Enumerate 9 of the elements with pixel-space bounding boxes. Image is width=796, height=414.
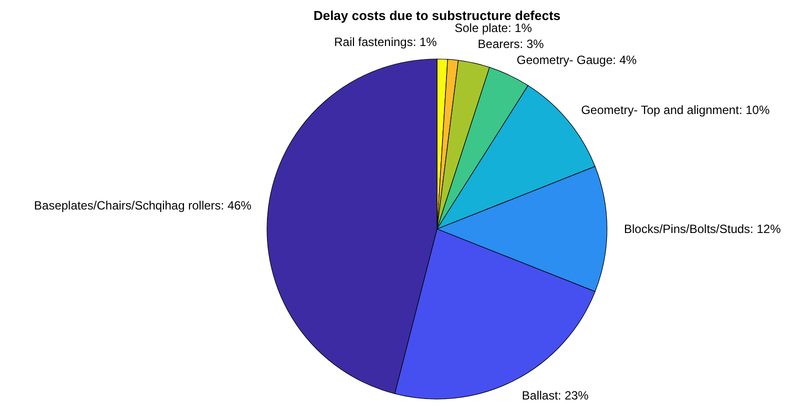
- slice-label: Blocks/Pins/Bolts/Studs: 12%: [624, 222, 782, 236]
- slice-label: Ballast: 23%: [522, 388, 589, 403]
- chart-title: Delay costs due to substructure defects: [313, 8, 561, 23]
- slice-label: Bearers: 3%: [478, 36, 544, 51]
- slice-label: Sole plate: 1%: [454, 20, 532, 35]
- slice-label: Rail fastenings: 1%: [334, 35, 438, 50]
- slice-label: Baseplates/Chairs/Schqihag rollers: 46%: [34, 198, 252, 213]
- slice-label: Geometry- Top and alignment: 10%: [581, 102, 770, 117]
- slice-label: Geometry- Gauge: 4%: [516, 52, 638, 67]
